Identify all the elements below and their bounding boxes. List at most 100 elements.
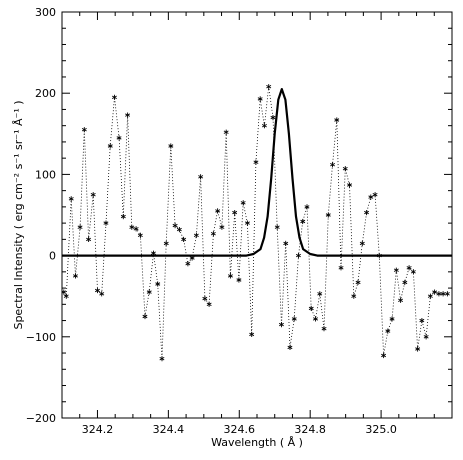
observed-point — [146, 289, 152, 295]
observed-point — [291, 316, 297, 322]
observed-point — [133, 226, 139, 232]
observed-point — [419, 318, 425, 324]
observed-point — [210, 231, 216, 237]
observed-point — [142, 313, 148, 320]
observed-point — [385, 328, 391, 334]
observed-point — [111, 94, 117, 100]
observed-point — [206, 301, 212, 307]
x-tick-label: 324.2 — [82, 423, 114, 436]
observed-point — [63, 293, 69, 299]
observed-point — [116, 135, 122, 141]
observed-point — [427, 293, 433, 299]
y-tick-label: 300 — [35, 6, 56, 19]
observed-point — [227, 273, 233, 279]
observed-point — [103, 220, 109, 226]
observed-point — [137, 232, 143, 238]
observed-point — [81, 127, 87, 133]
y-tick-label: −100 — [26, 331, 56, 344]
observed-point — [198, 174, 204, 180]
observed-point — [240, 200, 246, 206]
observed-point — [202, 296, 208, 302]
observed-point — [283, 240, 289, 246]
observed-point — [193, 232, 199, 238]
y-tick-label: 200 — [35, 87, 56, 100]
observed-point — [364, 210, 370, 216]
observed-point — [257, 96, 263, 102]
observed-point — [168, 143, 174, 149]
observed-point — [393, 267, 399, 273]
observed-point — [72, 273, 78, 279]
x-axis-label: Wavelength ( Å ) — [211, 436, 303, 449]
observed-point — [287, 344, 293, 350]
plot-area — [62, 84, 452, 362]
observed-point — [325, 212, 331, 218]
observed-point — [436, 291, 442, 297]
y-axis-label: Spectral Intensity ( erg cm⁻² s⁻¹ sr⁻¹ Å… — [12, 100, 25, 329]
observed-point — [330, 162, 336, 168]
observed-point — [232, 210, 238, 216]
observed-point — [236, 277, 242, 283]
observed-point — [402, 279, 408, 285]
observed-point — [406, 265, 412, 271]
observed-point — [163, 240, 169, 246]
observed-point — [274, 224, 280, 230]
observed-point — [120, 214, 126, 220]
observed-point — [244, 220, 250, 226]
observed-point — [261, 123, 267, 129]
observed-point — [381, 352, 387, 359]
observed-point — [155, 281, 161, 287]
observed-point — [415, 346, 421, 352]
observed-point — [312, 316, 319, 322]
y-tick-label: −200 — [26, 412, 56, 425]
observed-point — [278, 322, 284, 328]
y-tick-label: 0 — [49, 250, 56, 263]
observed-point — [355, 279, 361, 285]
observed-point — [107, 143, 113, 149]
observed-point — [347, 182, 353, 188]
observed-point — [300, 218, 306, 225]
observed-point — [338, 265, 344, 271]
gaussian-fit-line — [62, 87, 452, 257]
observed-point — [342, 166, 348, 172]
observed-point — [368, 194, 374, 200]
x-tick-label: 324.4 — [153, 423, 185, 436]
observed-point — [266, 84, 272, 90]
observed-point — [77, 224, 83, 230]
observed-point — [398, 297, 404, 303]
observed-point — [94, 287, 100, 294]
observed-point — [432, 289, 438, 295]
observed-point — [423, 334, 429, 340]
observed-point — [334, 117, 340, 123]
observed-point — [308, 305, 314, 311]
observed-point — [86, 236, 92, 242]
x-tick-label: 325.0 — [365, 423, 397, 436]
observed-point — [351, 293, 357, 299]
observed-point — [125, 112, 131, 118]
observed-point — [90, 192, 96, 198]
observed-point — [176, 227, 182, 233]
observed-point — [359, 240, 365, 246]
observed-point — [389, 316, 395, 322]
observed-point — [253, 159, 259, 165]
observed-point — [181, 236, 187, 242]
observed-point — [185, 261, 191, 267]
y-tick-label: 100 — [35, 168, 56, 181]
x-tick-label: 324.6 — [224, 423, 256, 436]
observed-point — [270, 115, 276, 121]
observed-point — [317, 291, 323, 297]
observed-point — [99, 291, 105, 297]
axes: −200 −100 0 100 200 300 324.2 324.4 324.6 324.8 32… — [26, 6, 453, 436]
observed-point — [215, 208, 221, 214]
observed-point — [444, 291, 450, 297]
observed-point — [440, 291, 446, 297]
observed-point — [372, 192, 378, 198]
observed-point — [219, 224, 225, 230]
observed-point — [321, 326, 327, 332]
data-layer — [62, 84, 452, 362]
observed-point — [129, 224, 135, 230]
plot-frame — [61, 11, 453, 419]
x-tick-label: 324.8 — [294, 423, 326, 436]
observed-point — [172, 223, 178, 229]
observed-point — [249, 331, 255, 337]
